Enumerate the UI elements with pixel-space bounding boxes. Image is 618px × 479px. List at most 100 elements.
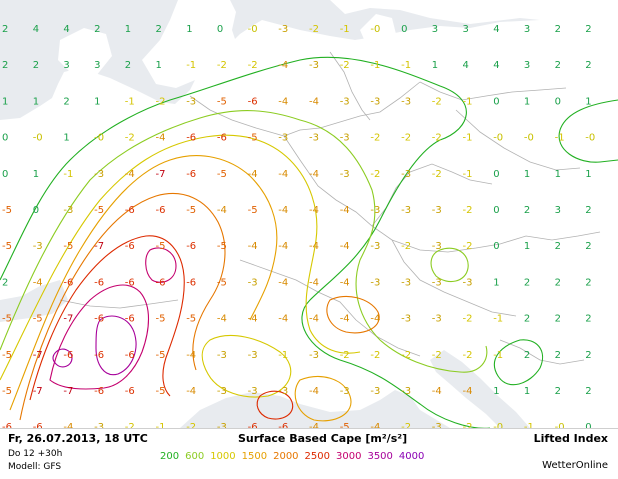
lifted-index-value: 1 <box>585 96 591 107</box>
lifted-index-value: -6 <box>125 205 135 216</box>
lifted-index-value: -4 <box>370 422 380 428</box>
lifted-index-value: -2 <box>401 133 411 144</box>
contour-2000-b <box>326 295 380 334</box>
lifted-index-value: -3 <box>463 277 473 288</box>
lifted-index-value: -5 <box>248 205 258 216</box>
contour-1000 <box>0 134 361 381</box>
lifted-index-value: -3 <box>401 205 411 216</box>
legend-value-3500: 3500 <box>367 451 393 462</box>
ireland-land <box>58 28 112 76</box>
lifted-index-value: -4 <box>217 314 227 325</box>
contour-1500 <box>9 155 278 411</box>
contour-1500-b <box>294 376 352 422</box>
lifted-index-value: 2 <box>524 314 530 325</box>
lifted-index-value: 3 <box>63 60 69 71</box>
lifted-index-value: -2 <box>156 96 166 107</box>
legend-value-3000: 3000 <box>336 451 362 462</box>
lifted-index-value: -2 <box>340 60 350 71</box>
lifted-index-value: 1 <box>63 133 69 144</box>
lifted-index-value: -1 <box>370 60 380 71</box>
lifted-index-value: -5 <box>186 205 196 216</box>
lifted-index-value: 1 <box>493 277 499 288</box>
legend-value-1500: 1500 <box>241 451 268 462</box>
lifted-index-value: -3 <box>278 386 288 397</box>
lifted-index-value: 2 <box>2 60 8 71</box>
lifted-index-value: 1 <box>125 24 131 35</box>
lifted-index-value: -4 <box>309 169 319 180</box>
lifted-index-value: -3 <box>432 277 442 288</box>
lifted-index-value: 2 <box>555 24 561 35</box>
lifted-index-value: 2 <box>555 277 561 288</box>
lifted-index-value: -7 <box>156 169 166 180</box>
lifted-index-value: -3 <box>370 205 380 216</box>
lifted-index-value: -1 <box>463 96 473 107</box>
lifted-index-value: -6 <box>2 422 12 428</box>
lifted-index-value: 1 <box>33 169 39 180</box>
lifted-index-value: 3 <box>463 24 469 35</box>
legend-value-1000: 1000 <box>210 451 236 462</box>
lifted-index-value: 1 <box>555 169 561 180</box>
lifted-index-value: 2 <box>585 350 591 361</box>
lifted-index-value: -2 <box>370 133 380 144</box>
lifted-index-value: 1 <box>585 169 591 180</box>
legend-value-2000: 2000 <box>273 451 299 462</box>
lifted-index-value: -5 <box>2 314 12 325</box>
lifted-index-value: -2 <box>432 133 442 144</box>
lifted-index-value: -3 <box>94 422 104 428</box>
lifted-index-value: -5 <box>94 205 104 216</box>
lifted-index-value: -2 <box>248 60 258 71</box>
lifted-index-value: -3 <box>432 241 442 252</box>
lifted-index-value: 0 <box>493 96 499 107</box>
lifted-index-value: -3 <box>370 241 380 252</box>
legend-value-2500: 2500 <box>304 451 330 462</box>
lifted-index-value: -2 <box>463 422 473 428</box>
lifted-index-value: -6 <box>248 96 258 107</box>
lifted-index-value: -6 <box>186 133 196 144</box>
lifted-index-value: -4 <box>217 205 227 216</box>
lifted-index-value: 3 <box>524 24 530 35</box>
lifted-index-value: -3 <box>401 386 411 397</box>
adriatic-sea <box>430 350 530 428</box>
lifted-index-value: 2 <box>2 24 8 35</box>
lifted-index-value: -3 <box>278 133 288 144</box>
lifted-index-value: 3 <box>524 60 530 71</box>
lifted-index-value: 0 <box>493 169 499 180</box>
lifted-index-value: -5 <box>2 205 12 216</box>
contour-3000 <box>49 284 149 390</box>
lifted-index-value: -3 <box>432 205 442 216</box>
lifted-index-value: -4 <box>248 314 258 325</box>
lifted-index-value: 0 <box>217 24 223 35</box>
cape-contours <box>0 56 618 428</box>
continent-land <box>0 14 618 428</box>
lifted-index-value: -5 <box>33 314 43 325</box>
lifted-index-value: -7 <box>63 314 73 325</box>
product-title: Surface Based Cape [m²/s²] <box>238 432 408 445</box>
lifted-index-value: 2 <box>524 350 530 361</box>
lifted-index-value: -3 <box>278 24 288 35</box>
lifted-index-value: 1 <box>94 96 100 107</box>
lifted-index-value: 2 <box>585 60 591 71</box>
lifted-index-value: -6 <box>63 350 73 361</box>
lifted-index-value: -5 <box>63 241 73 252</box>
lifted-index-value: 0 <box>33 205 39 216</box>
lifted-index-value: -5 <box>217 96 227 107</box>
lifted-index-value: -5 <box>2 350 12 361</box>
lifted-index-value: 2 <box>94 24 100 35</box>
lifted-index-value: -2 <box>125 133 135 144</box>
lifted-index-value: 0 <box>2 169 8 180</box>
lifted-index-value: -2 <box>463 314 473 325</box>
lifted-index-value: -1 <box>555 133 565 144</box>
lifted-index-value: 2 <box>2 277 8 288</box>
brand-name: WetterOnline <box>542 460 608 471</box>
lifted-index-value: -4 <box>248 241 258 252</box>
lifted-index-value: -5 <box>217 169 227 180</box>
denmark-land <box>360 14 396 44</box>
lifted-index-value: -2 <box>401 241 411 252</box>
contour-2500-b <box>256 390 294 420</box>
lifted-index-value: -6 <box>278 422 288 428</box>
map-footer: Fr, 26.07.2013, 18 UTC Do 12 +30h Modell… <box>0 428 618 479</box>
lifted-index-value: -6 <box>156 277 166 288</box>
lifted-index-value: -4 <box>340 241 350 252</box>
lifted-index-value: -0 <box>248 24 258 35</box>
model-run: Do 12 +30h <box>8 449 63 459</box>
